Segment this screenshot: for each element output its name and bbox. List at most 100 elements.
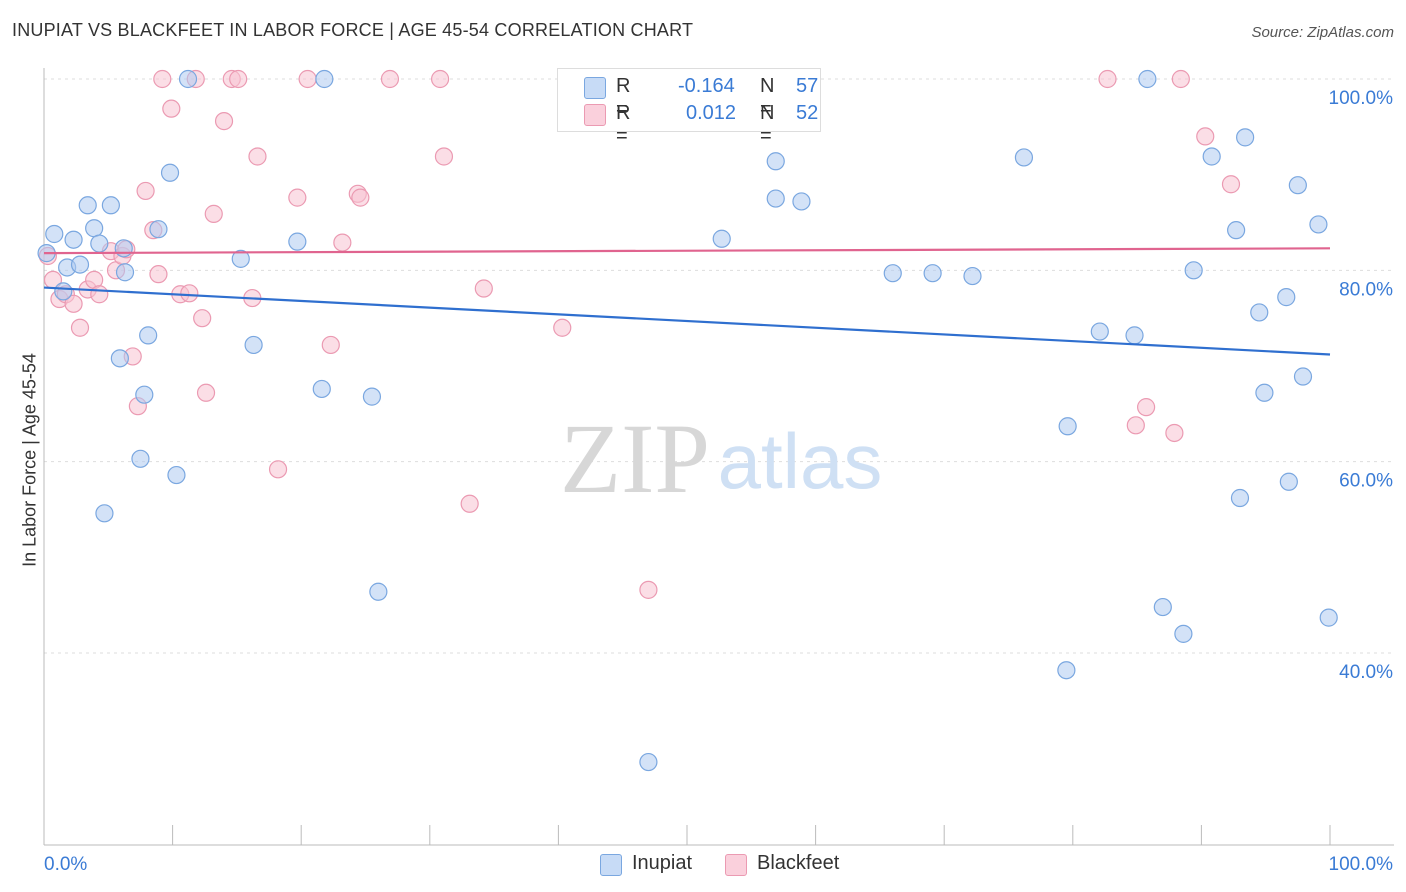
inupiat-point <box>244 335 263 355</box>
watermark-zip: ZIP <box>560 403 710 514</box>
grid-layer <box>44 78 1394 654</box>
blackfeet-points <box>38 69 1241 599</box>
legend-r-label: R = <box>616 75 631 120</box>
blackfeet-point <box>1137 398 1156 417</box>
legend-r-label: R = <box>616 102 631 147</box>
inupiat-point <box>1153 597 1172 617</box>
inupiat-point <box>131 449 150 468</box>
blackfeet-point <box>196 383 216 402</box>
correlation-legend: R = -0.164 N = 57 R = 0.012 N = 52 <box>557 68 821 147</box>
inupiat-point <box>1202 147 1221 166</box>
legend-swatch-blackfeet <box>584 104 606 126</box>
inupiat-trend-line <box>43 286 1331 356</box>
inupiat-point <box>85 219 104 238</box>
blackfeet-point <box>298 69 317 89</box>
blackfeet-point <box>90 285 109 304</box>
inupiat-points <box>37 69 1338 772</box>
inupiat-point <box>766 189 785 208</box>
inupiat-point <box>1014 148 1034 167</box>
inupiat-point <box>1090 322 1109 341</box>
legend-r-value: -0.164 <box>678 75 735 97</box>
blackfeet-point <box>1171 69 1190 89</box>
inupiat-point <box>1057 661 1076 680</box>
inupiat-point <box>101 196 120 215</box>
blackfeet-point <box>639 580 658 599</box>
inupiat-point <box>90 234 109 253</box>
blackfeet-point <box>553 318 572 337</box>
inupiat-point <box>923 264 942 283</box>
inupiat-point <box>1174 624 1193 643</box>
blackfeet-point <box>321 335 340 355</box>
y-tick-label: 40.0% <box>1339 662 1393 683</box>
chart-title: INUPIAT VS BLACKFEET IN LABOR FORCE | AG… <box>12 20 694 40</box>
blackfeet-point <box>229 69 248 89</box>
source-label: Source: ZipAtlas.com <box>1251 24 1394 41</box>
inupiat-point <box>1227 221 1246 240</box>
x-tick-label: 0.0% <box>44 854 87 875</box>
y-tick-label: 100.0% <box>1329 88 1394 109</box>
blackfeet-point <box>153 69 172 89</box>
y-axis-label: In Labor Force | Age 45-54 <box>19 353 40 567</box>
blackfeet-point <box>248 147 267 166</box>
inupiat-point <box>792 192 811 211</box>
inupiat-point <box>78 196 97 215</box>
blackfeet-point <box>1196 127 1215 146</box>
blackfeet-point <box>434 147 454 166</box>
inupiat-point <box>54 282 73 301</box>
axis-layer <box>43 68 1394 846</box>
inupiat-point <box>1255 383 1274 402</box>
inupiat-point <box>1230 488 1250 508</box>
series-swatch-blackfeet <box>725 854 747 876</box>
legend-swatch-inupiat <box>584 77 606 99</box>
inupiat-point <box>1236 128 1255 147</box>
inupiat-point <box>114 239 133 258</box>
blackfeet-point <box>149 265 168 284</box>
blackfeet-point <box>180 284 199 303</box>
blackfeet-point <box>268 460 288 479</box>
inupiat-point <box>1250 303 1269 322</box>
blackfeet-point <box>214 111 234 131</box>
blackfeet-point <box>430 69 450 89</box>
blackfeet-point <box>460 494 479 513</box>
blackfeet-point <box>162 99 181 118</box>
inupiat-point <box>1293 367 1313 386</box>
watermark: ZIP atlas <box>560 403 882 514</box>
blackfeet-point <box>288 188 307 207</box>
blackfeet-point <box>204 204 223 223</box>
inupiat-point <box>64 230 83 249</box>
legend-r-value: 0.012 <box>686 102 737 124</box>
blackfeet-point <box>474 279 493 298</box>
watermark-atlas: atlas <box>718 417 883 505</box>
inupiat-point <box>1125 326 1144 345</box>
inupiat-point <box>312 379 331 399</box>
inupiat-point <box>178 69 198 89</box>
inupiat-point <box>1058 417 1077 436</box>
blackfeet-point <box>1165 423 1184 443</box>
inupiat-point <box>149 220 168 239</box>
x-tick-label: 100.0% <box>1329 854 1394 875</box>
blackfeet-point <box>380 69 400 89</box>
tick-labels: 40.0% 60.0% 80.0% 100.0% 0.0% 100.0% <box>44 88 1393 875</box>
y-tick-label: 60.0% <box>1339 471 1393 492</box>
series-label-inupiat: Inupiat <box>632 852 693 874</box>
inupiat-point <box>288 232 307 251</box>
trend-lines <box>43 247 1331 356</box>
blackfeet-trend-line <box>43 247 1331 255</box>
inupiat-point <box>160 163 180 182</box>
inupiat-point <box>135 385 154 404</box>
legend-n-value: 52 <box>796 102 819 124</box>
inupiat-point <box>95 504 114 523</box>
inupiat-point <box>110 349 129 368</box>
inupiat-point <box>963 266 982 286</box>
legend-n-value: 57 <box>796 75 819 97</box>
inupiat-point <box>115 263 135 282</box>
inupiat-point <box>766 152 785 171</box>
inupiat-point <box>231 249 250 268</box>
blackfeet-point <box>136 181 155 201</box>
inupiat-point <box>1184 261 1203 280</box>
inupiat-point <box>1319 608 1338 627</box>
y-tick-label: 80.0% <box>1339 279 1393 300</box>
inupiat-point <box>1279 472 1298 491</box>
series-label-blackfeet: Blackfeet <box>757 852 840 874</box>
